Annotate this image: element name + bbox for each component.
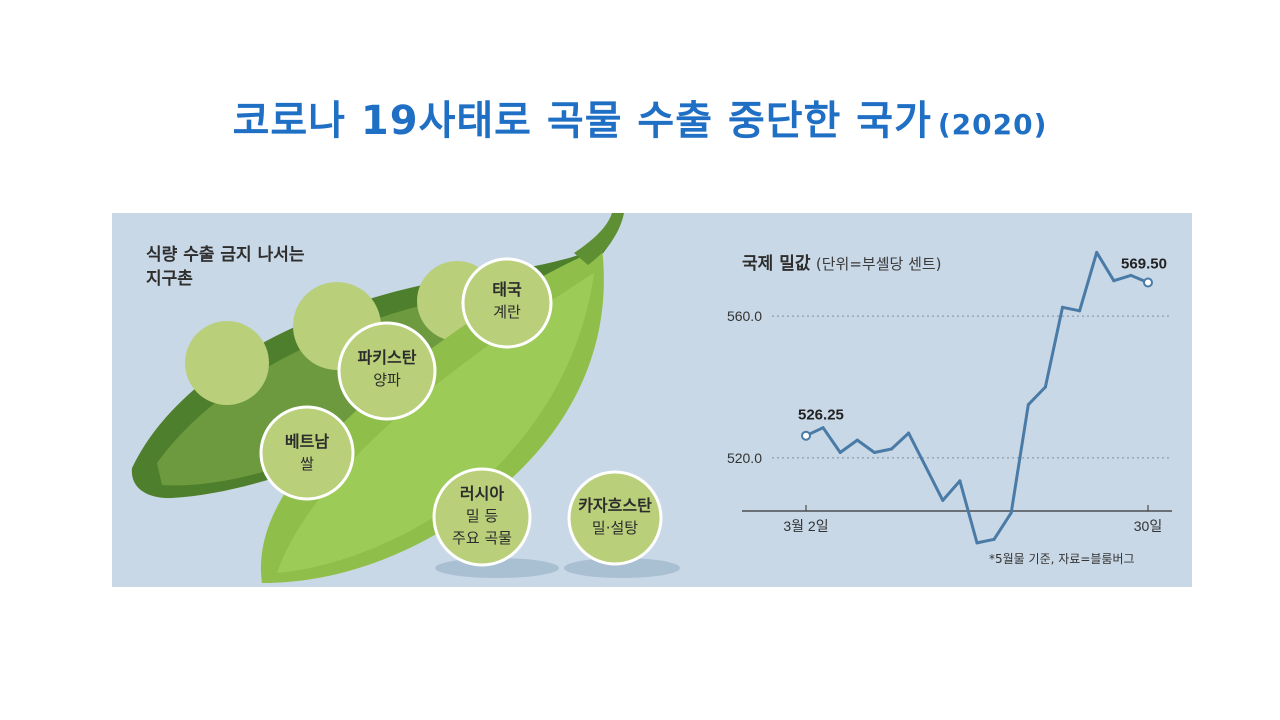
price-point-18 — [1112, 279, 1116, 283]
price-point-1 — [821, 426, 825, 430]
end-point-marker — [1143, 277, 1153, 288]
price-point-11 — [992, 537, 996, 541]
end-value-label: 569.50 — [1121, 255, 1167, 272]
price-series-line — [805, 250, 1149, 545]
pea-label-vietnam: 베트남 쌀 — [284, 432, 330, 473]
chart-title: 국제 밀값 (단위=부셸당 센트) — [742, 254, 942, 274]
price-point-16 — [1078, 309, 1082, 313]
price-point-14 — [1043, 385, 1047, 389]
page-title: 코로나 19사태로 곡물 수출 중단한 국가 (2020) — [232, 98, 1048, 144]
price-point-19 — [1129, 273, 1133, 277]
price-point-4 — [872, 451, 876, 455]
price-point-12 — [1009, 511, 1013, 515]
price-point-2 — [838, 451, 842, 455]
price-point-8 — [941, 498, 945, 502]
price-point-10 — [975, 541, 979, 545]
price-point-5 — [890, 447, 893, 451]
start-value-label: 526.25 — [798, 407, 844, 424]
chart-unit: (단위=부셸당 센트) — [815, 255, 942, 273]
price-point-9 — [958, 479, 962, 483]
price-point-7 — [924, 465, 928, 469]
price-point-13 — [1026, 403, 1030, 407]
ytick-label-560: 560.0 — [727, 308, 762, 324]
pea-label-russia: 러시아 밀 등 주요 곡물 — [452, 484, 512, 547]
infographic-panel: 식량 수출 금지 나서는 지구촌 태국 계란 파키스탄 양파 베트남 쌀 러시아 밀 등… — [112, 213, 1192, 587]
start-point-marker — [801, 430, 811, 441]
pea-label-pakistan: 파키스탄 양파 — [357, 348, 417, 389]
title-year: (2020) — [937, 108, 1048, 141]
xtick-label-end: 30일 — [1134, 518, 1162, 534]
left-subtitle: 식량 수출 금지 나서는 지구촌 — [146, 245, 305, 289]
source-footnote: *5월물 기준, 자료=블룸버그 — [989, 552, 1135, 566]
pea-label-kazakhstan: 카자흐스탄 밀·설탕 — [578, 496, 652, 537]
xtick-label-start: 3월 2일 — [783, 518, 828, 534]
pea-label-thailand: 태국 계란 — [492, 280, 522, 321]
price-point-17 — [1095, 250, 1099, 254]
price-point-15 — [1061, 305, 1064, 309]
pea-pod-illustration — [131, 213, 680, 583]
ytick-label-520: 520.0 — [727, 450, 762, 466]
wheat-price-chart: 560.0 520.0 3월 2일 30일 526.25 569.50 — [727, 250, 1172, 545]
price-point-6 — [907, 431, 911, 435]
price-point-3 — [855, 438, 859, 442]
